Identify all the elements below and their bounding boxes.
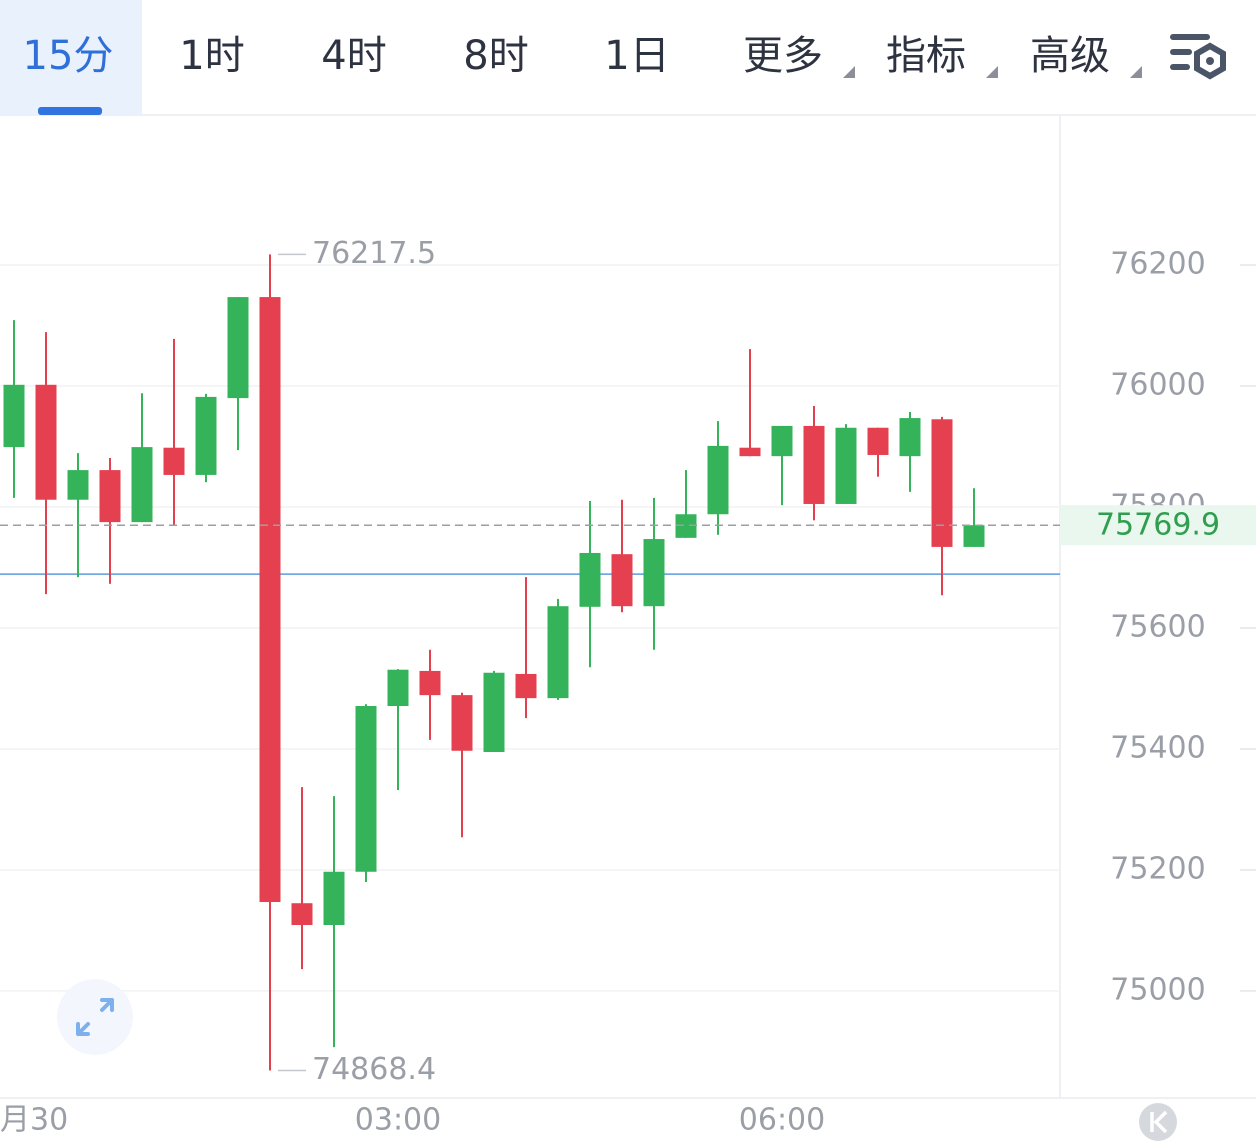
icon-dot	[1206, 57, 1214, 65]
y-tick-label: 75200	[1110, 851, 1205, 886]
body	[3, 384, 25, 448]
icon-hex	[1194, 42, 1226, 80]
tab-active-bg	[0, 0, 142, 115]
body	[675, 514, 697, 538]
tab-label: 指标	[886, 33, 966, 79]
body	[547, 606, 569, 699]
dropdown-arrow	[843, 66, 855, 78]
tab[interactable]: 1日	[604, 33, 669, 79]
y-tick-label: 75400	[1110, 730, 1205, 765]
body	[611, 554, 633, 607]
x-tick-label: 03:00	[355, 1103, 441, 1138]
tab[interactable]: 高级	[1030, 33, 1142, 79]
body	[387, 669, 409, 707]
tab[interactable]: 8时	[463, 33, 528, 79]
tab-label: 8时	[463, 33, 528, 79]
body	[899, 418, 921, 457]
extreme-label: 76217.5	[312, 236, 436, 271]
tab[interactable]: 指标	[886, 33, 998, 79]
y-tick-label: 76000	[1110, 368, 1205, 403]
y-tick-label: 75600	[1110, 609, 1205, 644]
scroll-icon	[1150, 1110, 1168, 1134]
body	[803, 425, 825, 504]
tab-label: 1日	[604, 33, 669, 79]
icon-bar	[1170, 64, 1190, 70]
extreme-label: 74868.4	[312, 1052, 436, 1087]
tab[interactable]: 更多	[743, 33, 855, 79]
body	[227, 297, 249, 399]
body	[771, 425, 793, 457]
body	[195, 396, 217, 475]
body	[707, 445, 729, 515]
tab-label: 15分	[23, 33, 114, 79]
body	[291, 903, 313, 925]
body	[35, 384, 57, 500]
tab-indicator	[38, 107, 102, 115]
y-tick-label: 76200	[1110, 247, 1205, 282]
scroll-latest-button[interactable]	[1139, 1103, 1177, 1141]
tabs: 15分 1时 4时 8时 1日 更多 指标 高级	[0, 0, 1142, 115]
last-price-label: 75769.9	[1096, 508, 1220, 543]
body	[867, 427, 889, 455]
body	[163, 447, 185, 475]
body	[323, 871, 345, 925]
body	[355, 706, 377, 872]
tab-label: 高级	[1030, 33, 1110, 79]
tab[interactable]: 1时	[179, 33, 244, 79]
body	[131, 447, 153, 523]
body	[259, 297, 281, 903]
dropdown-arrow	[986, 66, 998, 78]
plot: 75000752007540075600758007600076200月3003…	[0, 236, 1256, 1138]
tab-label: 1时	[179, 33, 244, 79]
tab-bar	[0, 0, 1256, 115]
expand-icon	[76, 998, 114, 1036]
body	[99, 470, 121, 523]
settings-icon[interactable]	[1170, 34, 1226, 80]
body	[931, 419, 953, 547]
body	[419, 670, 441, 696]
expand-button[interactable]	[57, 979, 133, 1055]
body	[963, 525, 985, 547]
x-tick-label: 月30	[0, 1103, 68, 1138]
body	[67, 470, 89, 500]
last-price-bg	[1060, 505, 1256, 546]
body	[835, 427, 857, 504]
body	[579, 552, 601, 607]
body	[643, 539, 665, 607]
body	[515, 673, 537, 699]
x-tick-label: 06:00	[739, 1103, 825, 1138]
body	[739, 447, 761, 457]
expand-bg	[57, 979, 133, 1055]
tab-label: 更多	[743, 33, 823, 79]
tab[interactable]: 15分	[0, 0, 142, 115]
icon-bar	[1170, 34, 1210, 40]
dropdown-arrow	[1130, 66, 1142, 78]
tab-label: 4时	[321, 33, 386, 79]
icon-bar	[1170, 49, 1192, 55]
y-tick-label: 75000	[1110, 972, 1205, 1007]
body	[451, 695, 473, 751]
body	[483, 672, 505, 752]
tab[interactable]: 4时	[321, 33, 386, 79]
